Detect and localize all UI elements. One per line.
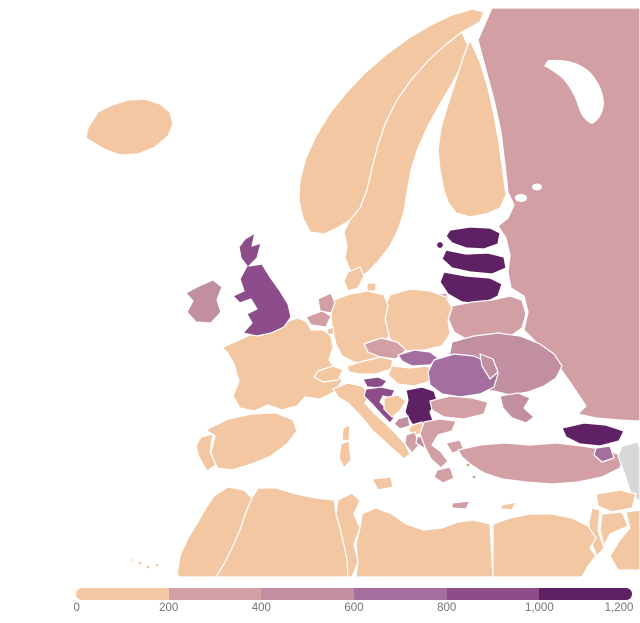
country-latvia[interactable] [441,249,507,275]
aegean-island[interactable] [471,474,477,480]
country-azerbaijan[interactable] [617,441,640,503]
country-corsica[interactable] [341,424,351,442]
country-peloponnese[interactable] [433,466,455,484]
country-romania[interactable] [427,353,499,398]
legend-tick-1000: 1,000 [524,602,554,614]
map-svg [85,7,640,578]
legend-tick-1200: 1,200 [604,602,634,614]
legend-tick-400: 400 [251,602,271,614]
canary-island[interactable] [154,562,160,568]
country-moldova[interactable] [479,353,499,380]
country-ireland[interactable] [185,279,223,324]
color-scale-legend [76,588,632,600]
lake-onega [532,183,542,191]
country-georgia[interactable] [561,422,625,447]
country-estonia[interactable] [445,226,501,250]
legend-tick-600: 600 [344,602,364,614]
legend-tick-800: 800 [437,602,457,614]
country-slovenia[interactable] [362,376,388,389]
country-turkey[interactable] [457,442,625,485]
europe-choropleth-map [85,7,640,578]
country-france[interactable] [221,317,343,412]
country-albania[interactable] [404,431,420,454]
canary-island[interactable] [130,557,136,563]
country-crimea[interactable] [499,392,535,424]
country-finland[interactable] [437,39,507,218]
country-armenia[interactable] [593,445,615,463]
legend-segment-0-200 [76,588,169,600]
country-portugal[interactable] [195,433,217,472]
country-spain[interactable] [205,412,298,471]
legend-tick-200: 200 [159,602,179,614]
canary-island[interactable] [145,564,151,570]
country-iceland[interactable] [85,98,174,156]
legend-segment-800-1000 [446,588,540,600]
country-bosnia[interactable] [383,394,407,418]
country-greece[interactable] [419,418,457,469]
country-switzerland[interactable] [313,365,344,383]
country-bulgaria[interactable] [429,395,489,420]
white-sea [544,59,604,124]
canary-island[interactable] [137,560,143,566]
legend-segment-600-800 [354,588,447,600]
country-syria[interactable] [595,489,637,513]
country-belarus[interactable] [447,295,527,343]
country-cyprus[interactable] [499,501,517,511]
country-sardinia[interactable] [338,440,352,469]
country-jordan[interactable] [599,511,629,547]
country-denmark[interactable] [343,266,365,292]
country-denmark-island[interactable] [366,282,377,292]
country-estonia-island[interactable] [435,240,445,250]
country-netherlands[interactable] [317,292,336,314]
legend-segment-400-600 [261,588,355,600]
country-united-kingdom[interactable] [232,232,292,337]
country-libya[interactable] [355,507,494,578]
country-montenegro[interactable] [393,415,411,430]
lake-ladoga [515,194,527,202]
country-crete[interactable] [451,500,471,510]
country-egypt[interactable] [492,513,597,578]
legend-segment-200-400 [168,588,262,600]
country-sicily[interactable] [371,476,394,491]
legend-tick-labels: 0 200 400 600 800 1,000 1,200 [73,602,634,618]
country-tunisia[interactable] [335,492,361,578]
country-belgium[interactable] [305,310,332,328]
countries-layer [85,7,640,578]
country-iraq[interactable] [609,509,640,571]
legend-segment-1000-1200 [539,588,632,600]
legend-tick-0: 0 [73,602,80,614]
